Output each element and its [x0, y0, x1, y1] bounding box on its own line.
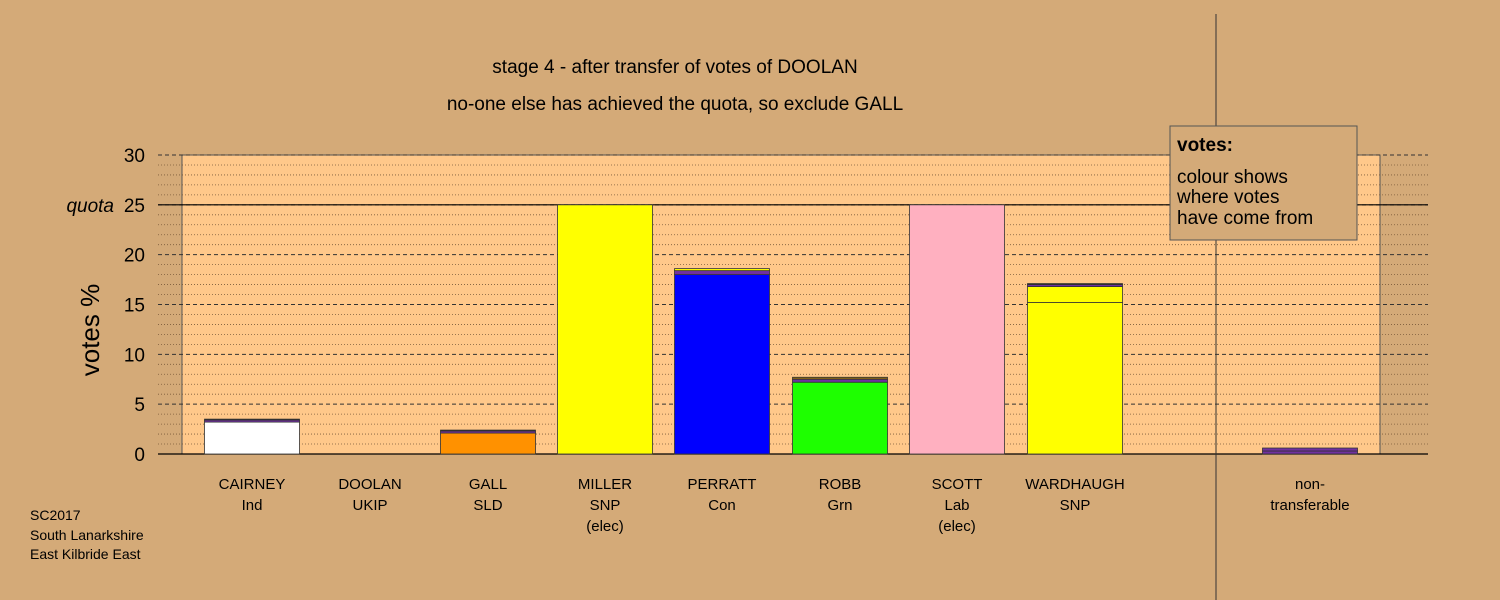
chart-subtitle: no-one else has achieved the quota, so e… [447, 94, 903, 115]
category-label: PERRATT [688, 476, 757, 493]
bar-segment [674, 274, 770, 455]
legend-box [1169, 125, 1358, 241]
category-label: WARDHAUGH [1025, 476, 1124, 493]
bar-segment [440, 429, 536, 432]
category-label: SNP [590, 497, 621, 514]
y-tick-label: 15 [124, 296, 145, 317]
footer-line-1: SC2017 [30, 507, 81, 523]
bar-segment [557, 204, 653, 455]
y-tick-label: 5 [134, 395, 145, 416]
legend-heading: votes: [1177, 135, 1233, 156]
y-axis-label: votes % [75, 284, 105, 377]
category-label: SCOTT [932, 476, 983, 493]
y-tick-label: 30 [124, 146, 145, 167]
bar-segment [440, 432, 536, 455]
bars [204, 204, 1358, 455]
category-label: ROBB [819, 476, 862, 493]
legend-line-2: where votes [1176, 187, 1279, 208]
footer-line-2: South Lanarkshire [30, 527, 144, 543]
category-label: Grn [827, 497, 852, 514]
category-label: Ind [242, 497, 263, 514]
nontransferable-label: non- [1295, 476, 1325, 493]
legend-line-3: have come from [1177, 208, 1313, 229]
category-label: UKIP [352, 497, 387, 514]
chart-title: stage 4 - after transfer of votes of DOO… [492, 57, 857, 78]
nontransferable-bar-segment [1262, 450, 1358, 455]
legend: votes: colour shows where votes have com… [1169, 125, 1358, 241]
bar-segment [792, 378, 888, 383]
y-tick-label: 0 [134, 445, 145, 466]
bar-segment [792, 381, 888, 455]
bar-segment [1027, 283, 1123, 285]
category-label: SLD [473, 497, 502, 514]
category-label: (elec) [938, 518, 976, 535]
footer-line-3: East Kilbride East [30, 546, 141, 562]
category-label: Lab [944, 497, 969, 514]
bar-segment [909, 204, 1005, 455]
bar-segment [204, 418, 300, 421]
bar-segment [204, 421, 300, 455]
legend-line-1: colour shows [1177, 167, 1288, 188]
y-tick-label: 25 [124, 196, 145, 217]
quota-label: quota [66, 196, 114, 217]
category-label: MILLER [578, 476, 632, 493]
y-tick-label: 10 [124, 345, 145, 366]
category-label: CAIRNEY [219, 476, 286, 493]
bar-segment [1027, 286, 1123, 303]
nontransferable-bar-segment [1262, 447, 1358, 452]
bar-segment [1027, 302, 1123, 455]
category-label: SNP [1060, 497, 1091, 514]
y-tick-label: 20 [124, 246, 145, 267]
category-label: DOOLAN [338, 476, 401, 493]
category-label: GALL [469, 476, 507, 493]
y-axis: 0 5 10 15 20 25 30 [124, 146, 145, 466]
category-label: (elec) [586, 518, 624, 535]
bar-segment [674, 268, 770, 272]
category-label: Con [708, 497, 736, 514]
bar-segment [792, 376, 888, 380]
bar-segment [674, 270, 770, 276]
footer: SC2017 South Lanarkshire East Kilbride E… [30, 507, 144, 562]
nontransferable-label: transferable [1270, 497, 1349, 514]
category-labels: CAIRNEY Ind DOOLAN UKIP GALL SLD MILLER SNP (ele… [219, 476, 1350, 535]
